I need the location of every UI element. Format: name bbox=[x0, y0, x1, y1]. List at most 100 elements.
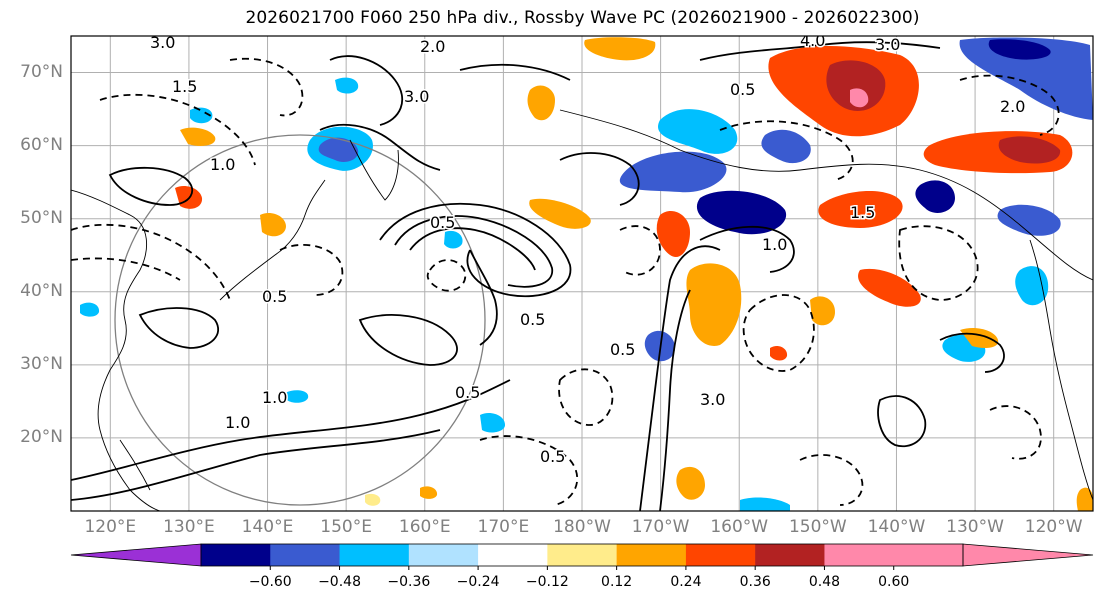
divergence-blob-positive bbox=[656, 211, 690, 258]
latitude-label: 70°N bbox=[20, 61, 63, 82]
colorbar-tick-label: 0.60 bbox=[878, 574, 910, 590]
coastline-kamchatka bbox=[349, 139, 399, 201]
contour-solid bbox=[394, 215, 553, 288]
coastline-alaska bbox=[559, 109, 1093, 281]
coastline-america bbox=[1029, 239, 1093, 501]
longitude-label: 160°W bbox=[710, 517, 769, 537]
divergence-shading bbox=[80, 37, 1093, 511]
contour-dashed bbox=[799, 454, 864, 506]
longitude-label: 170°W bbox=[631, 517, 690, 537]
divergence-blob-positive bbox=[420, 486, 438, 499]
contour-dashed bbox=[742, 294, 815, 372]
contour-solid bbox=[659, 289, 691, 511]
contour-label: 2.0 bbox=[1000, 97, 1025, 116]
contour-solid bbox=[459, 63, 571, 81]
contour-label: 1.5 bbox=[850, 203, 875, 222]
contour-solid bbox=[138, 307, 220, 349]
divergence-blob-negative bbox=[480, 413, 505, 433]
divergence-blob-negative bbox=[959, 37, 1093, 120]
longitude-label: 130°E bbox=[163, 517, 215, 537]
contour-label: 2.0 bbox=[420, 37, 445, 56]
contour-label: 3.0 bbox=[150, 33, 175, 52]
contour-dashed bbox=[229, 57, 304, 117]
contour-solid bbox=[639, 245, 721, 511]
pc-contours bbox=[71, 41, 1060, 511]
longitude-label: 160°E bbox=[398, 517, 451, 537]
divergence-blob-negative bbox=[190, 107, 213, 124]
contour-solid bbox=[699, 225, 795, 273]
divergence-blob-positive bbox=[527, 85, 555, 121]
contour-labels: 3.0 2.0 1.5 1.0 0.5 0.5 0.5 3.0 1.0 4.0 3.0 2.0 0.5 1… bbox=[149, 31, 1027, 468]
divergence-blob-positive bbox=[850, 88, 869, 108]
divergence-blob-positive bbox=[1076, 487, 1093, 511]
longitude-label: 180°W bbox=[553, 517, 611, 537]
colorbar-extend-max bbox=[962, 543, 1094, 567]
divergence-blob-positive bbox=[676, 466, 705, 500]
divergence-blob-positive bbox=[260, 213, 286, 237]
divergence-blob-negative bbox=[740, 497, 790, 511]
colorbar-bin bbox=[685, 544, 756, 566]
divergence-blob-negative bbox=[80, 302, 100, 317]
colorbar-bin bbox=[408, 544, 479, 566]
reference-circle-west bbox=[114, 134, 486, 506]
contour-dashed bbox=[719, 120, 854, 181]
contour-solid bbox=[71, 379, 511, 481]
contour-solid bbox=[409, 227, 536, 271]
contour-dashed bbox=[989, 405, 1042, 460]
longitude-label: 150°W bbox=[788, 517, 847, 537]
colorbar-tick-label: 0.12 bbox=[601, 574, 633, 590]
colorbar-tick-label: 0.24 bbox=[670, 574, 702, 590]
contour-solid bbox=[877, 395, 927, 448]
latitude-label: 50°N bbox=[20, 207, 63, 228]
colorbar-tick-label: −0.12 bbox=[525, 574, 569, 590]
divergence-blob-positive bbox=[818, 190, 903, 228]
contour-label: 0.5 bbox=[540, 447, 565, 466]
contour-solid bbox=[71, 429, 441, 501]
coastline-asia bbox=[71, 189, 161, 511]
colorbar-tick-label: −0.60 bbox=[248, 574, 292, 590]
colorbar-bin bbox=[547, 544, 618, 566]
colorbar bbox=[70, 543, 1094, 570]
contour-solid bbox=[329, 55, 404, 126]
contour-label: 1.0 bbox=[225, 413, 250, 432]
contour-label: 0.5 bbox=[730, 80, 755, 99]
map-title: 2026021700 F060 250 hPa div., Rossby Wav… bbox=[245, 8, 920, 28]
coastline-japan bbox=[219, 179, 326, 301]
contour-label: 1.5 bbox=[172, 77, 197, 96]
longitude-label: 120°W bbox=[1024, 517, 1083, 537]
divergence-blob-positive bbox=[365, 493, 381, 506]
contour-solid bbox=[699, 41, 941, 61]
contour-dashed bbox=[99, 93, 256, 166]
contour-solid bbox=[379, 202, 572, 298]
divergence-blob-negative bbox=[988, 39, 1051, 60]
colorbar-extend-min bbox=[70, 543, 202, 567]
longitude-label: 170°E bbox=[477, 517, 530, 537]
latitude-label: 30°N bbox=[20, 353, 63, 374]
contour-label: 4.0 bbox=[800, 31, 825, 50]
map-frame bbox=[70, 35, 1094, 512]
colorbar-bin bbox=[339, 544, 410, 566]
divergence-blob-positive bbox=[770, 345, 788, 361]
divergence-blob-positive bbox=[810, 296, 835, 326]
colorbar-bin bbox=[478, 544, 548, 566]
colorbar-tick-label: −0.24 bbox=[456, 574, 500, 590]
longitude-label: 150°E bbox=[320, 517, 372, 537]
longitude-label: 140°E bbox=[241, 517, 294, 537]
contour-dashed bbox=[898, 225, 979, 301]
contour-dashed bbox=[426, 259, 467, 292]
contour-label: 3.0 bbox=[404, 87, 429, 106]
divergence-blob-positive bbox=[826, 60, 886, 111]
contour-dashed bbox=[619, 225, 661, 276]
divergence-blob-negative bbox=[619, 151, 727, 193]
contour-solid bbox=[108, 166, 194, 206]
divergence-blob-negative bbox=[318, 137, 359, 162]
contour-label: 0.5 bbox=[262, 287, 287, 306]
contour-solid bbox=[319, 123, 441, 171]
colorbar-bin bbox=[824, 544, 895, 566]
contour-label: 1.0 bbox=[262, 388, 287, 407]
divergence-blob-negative bbox=[285, 390, 309, 403]
contour-dashed bbox=[279, 243, 344, 296]
divergence-blob-positive bbox=[686, 263, 742, 346]
latitude-label: 40°N bbox=[20, 280, 63, 301]
